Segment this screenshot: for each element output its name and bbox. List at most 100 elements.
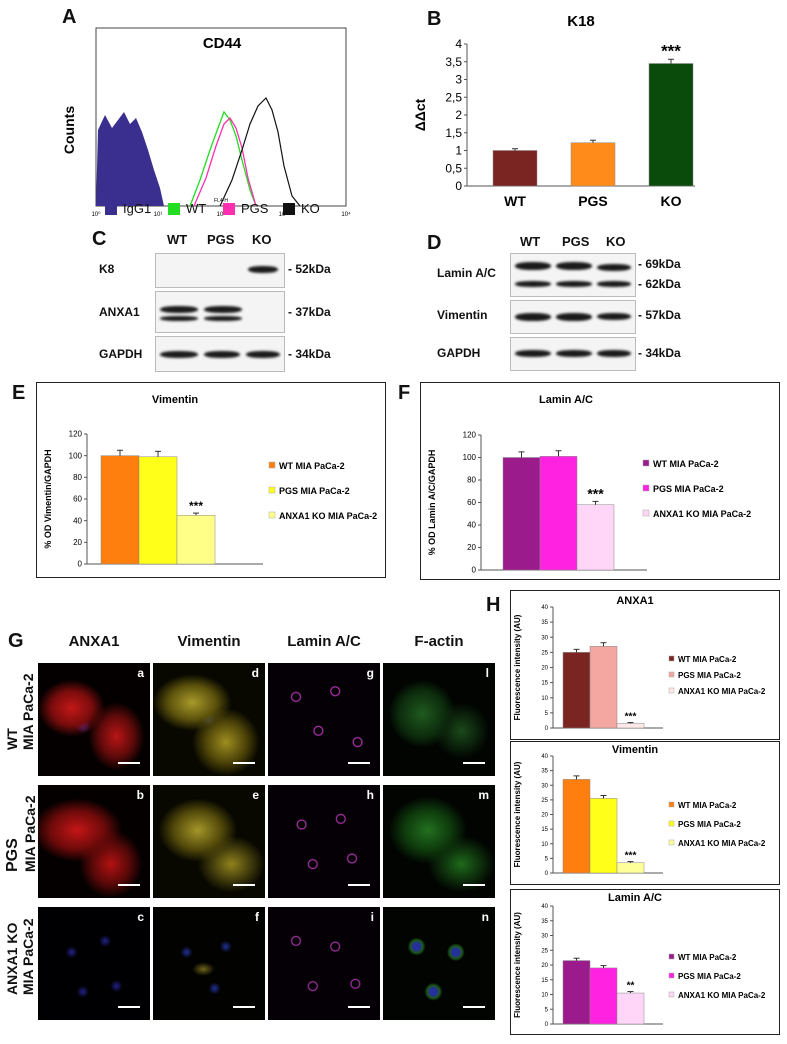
bar	[616, 992, 645, 1025]
blot-d-lamin-strip	[510, 253, 636, 297]
panel-letter-b: B	[427, 8, 442, 30]
blot-c-row-k8: K8	[99, 262, 115, 276]
flow-ylabel: Counts	[61, 106, 77, 154]
y-tick-label: 35	[541, 620, 548, 626]
legend-label: ANXA1 KO MIA PaCa-2	[678, 991, 766, 1000]
micro-col-anxa1: ANXA1	[68, 633, 120, 650]
blot-c-kda-k8: - 52kDa	[288, 262, 331, 276]
pgs-histogram	[193, 116, 257, 207]
blot-band	[160, 351, 198, 358]
blot-c-k8-strip	[155, 253, 285, 288]
bar	[502, 457, 541, 571]
y-tick-label: 20	[467, 543, 476, 552]
legend-label: PGS MIA PaCa-2	[678, 972, 741, 981]
micro-letter: b	[136, 788, 144, 802]
legend-label: ANXA1 KO MIA PaCa-2	[678, 839, 766, 848]
chart-title: Vimentin	[152, 394, 199, 406]
flow-cytometry-histogram: CD44 Counts 10⁰ 10¹ 10² 10³ 10⁴ FL4-H	[61, 27, 351, 218]
micro-row-ko: ANXA1 KO MIA PaCa-2	[4, 918, 36, 995]
blot-d-gapdh-strip	[510, 337, 636, 371]
y-tick-label: 80	[467, 476, 476, 485]
y-tick-label: 25	[541, 650, 548, 656]
y-tick-label: 4	[455, 37, 462, 51]
y-tick-label: 100	[69, 451, 83, 460]
y-tick-label: 40	[541, 605, 548, 611]
blot-d-lane-pgs: PGS	[562, 234, 590, 249]
y-tick-label: 60	[467, 498, 476, 507]
panel-letter-e: E	[12, 382, 26, 404]
chart-title: Lamin A/C	[539, 394, 593, 406]
micro-row-wt-line2: MIA PaCa-2	[20, 673, 36, 750]
legend-label: PGS MIA PaCa-2	[678, 820, 741, 829]
legend-swatch	[668, 820, 675, 827]
micro-wt-factin: l	[383, 663, 495, 776]
bar	[562, 652, 591, 729]
micro-row-wt: WT MIA PaCa-2	[4, 673, 36, 750]
blot-band	[246, 351, 280, 358]
bar	[616, 723, 645, 729]
micro-letter: d	[251, 666, 259, 680]
legend-label: PGS MIA PaCa-2	[678, 671, 741, 680]
blot-c-gapdh-strip	[155, 336, 285, 372]
y-axis-label: Fluorescence intensity (AU)	[513, 614, 522, 720]
legend-label: ANXA1 KO MIA PaCa-2	[653, 509, 751, 519]
panel-letter-f: F	[398, 382, 411, 404]
legend-label-wt: WT	[186, 201, 207, 216]
x-tick-label: PGS	[578, 193, 608, 209]
y-tick-label: 5	[545, 711, 549, 717]
blot-band	[556, 313, 592, 321]
blot-band	[248, 266, 278, 273]
panel-letter-c: C	[92, 228, 107, 250]
micro-row-pgs-line1: PGS	[4, 838, 21, 872]
blot-c-anxa1-strip	[155, 291, 285, 333]
panel-letter-g: G	[8, 630, 24, 652]
blot-band	[160, 316, 198, 321]
blot-c-lane-wt: WT	[167, 232, 188, 247]
micro-pgs-lamin: h	[268, 785, 380, 898]
y-tick-label: 3	[455, 73, 462, 87]
blot-d-kda-62: - 62kDa	[638, 277, 681, 291]
bar	[138, 456, 178, 565]
blot-band	[556, 350, 592, 357]
bar	[589, 798, 618, 874]
micro-col-lamin: Lamin A/C	[287, 633, 361, 650]
y-tick-label: 0	[545, 1022, 549, 1028]
micro-letter: h	[366, 788, 374, 802]
panel-letter-a: A	[62, 6, 77, 28]
micro-row-ko-line1: ANXA1 KO	[4, 922, 20, 995]
significance-label: **	[627, 981, 635, 992]
y-axis-label: % OD Vimentin/GAPDH	[43, 449, 53, 548]
micro-letter: c	[137, 910, 144, 924]
panel-letter-h: H	[486, 594, 501, 616]
legend-swatch-pgs	[223, 203, 235, 215]
blot-c-row-anxa1: ANXA1	[99, 305, 140, 319]
y-tick-label: 0	[545, 726, 549, 732]
significance-label: ***	[587, 485, 604, 501]
blot-band	[515, 313, 551, 321]
significance-label: ***	[625, 712, 637, 723]
blot-c-lane-pgs: PGS	[207, 232, 235, 247]
blot-band	[204, 306, 242, 313]
legend-label: ANXA1 KO MIA PaCa-2	[678, 687, 766, 696]
blot-band	[204, 316, 242, 321]
bar	[648, 63, 694, 187]
legend-label: ANXA1 KO MIA PaCa-2	[279, 511, 377, 521]
micro-ko-factin: n	[383, 907, 495, 1020]
y-tick-label: 1,5	[445, 126, 462, 140]
y-tick-label: 25	[541, 948, 548, 954]
y-tick-label: 0	[472, 566, 477, 575]
micro-row-wt-line1: WT	[4, 728, 20, 750]
micro-ko-lamin: i	[268, 907, 380, 1020]
blot-d-row-gapdh: GAPDH	[437, 346, 481, 360]
legend-swatch-wt	[168, 203, 180, 215]
bar	[589, 967, 618, 1025]
blot-band	[597, 313, 631, 320]
legend-swatch	[668, 687, 675, 694]
y-tick-label: 10	[541, 842, 548, 848]
flow-xlabel: FL4-H	[214, 198, 228, 204]
y-tick-label: 35	[541, 769, 548, 775]
legend-swatch-ko	[283, 203, 295, 215]
x-tick-4: 10⁴	[341, 211, 351, 218]
y-tick-label: 2	[455, 108, 462, 122]
scale-bar	[118, 762, 140, 764]
